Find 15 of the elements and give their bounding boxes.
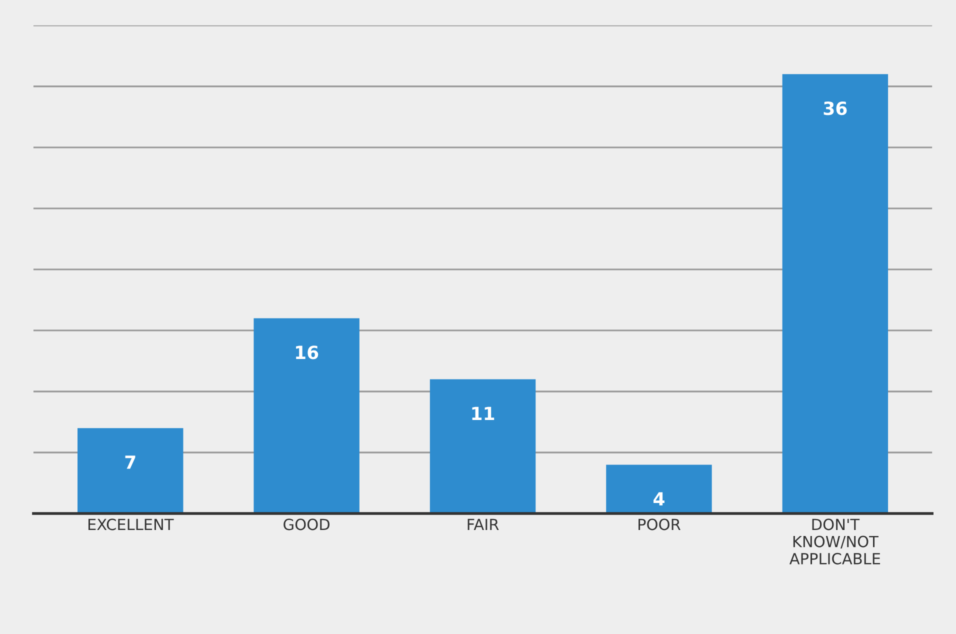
x-tick-label: GOOD — [284, 518, 330, 530]
x-tick-label: DON'T KNOW/NOT APPLICABLE — [789, 518, 880, 564]
bar — [254, 318, 360, 514]
data-label: 4 — [654, 492, 664, 506]
data-label: 36 — [824, 101, 847, 116]
bar — [430, 379, 536, 514]
x-tick-label: EXCELLENT — [88, 518, 174, 530]
data-label: 16 — [296, 346, 318, 360]
data-label: 7 — [125, 456, 136, 469]
bar — [78, 428, 184, 514]
bar — [606, 464, 712, 514]
data-label: 11 — [472, 406, 494, 420]
x-tick-label: POOR — [638, 518, 680, 530]
x-tick-label: FAIR — [468, 518, 499, 530]
bar — [782, 74, 888, 514]
